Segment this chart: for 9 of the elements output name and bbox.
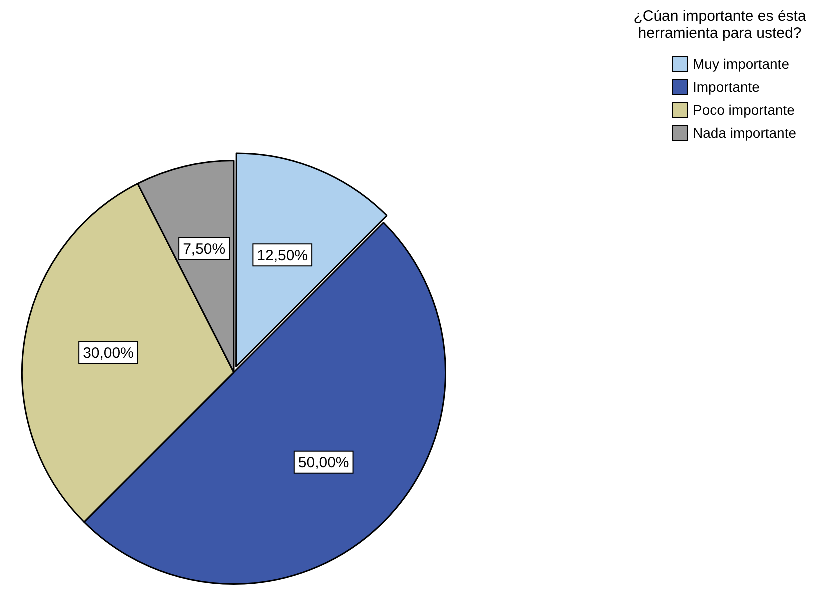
legend-label: Poco importante xyxy=(693,102,795,118)
data-label: 7,50% xyxy=(183,241,226,258)
legend-title: ¿Cúan importante es ésta herramienta para usted? xyxy=(632,8,808,42)
legend-label: Muy importante xyxy=(693,56,790,72)
data-label: 12,50% xyxy=(257,247,308,264)
data-label: 50,00% xyxy=(298,454,350,472)
data-label: 30,00% xyxy=(83,344,134,362)
legend-label: Nada importante xyxy=(693,124,797,140)
legend-label: Importante xyxy=(693,78,760,94)
